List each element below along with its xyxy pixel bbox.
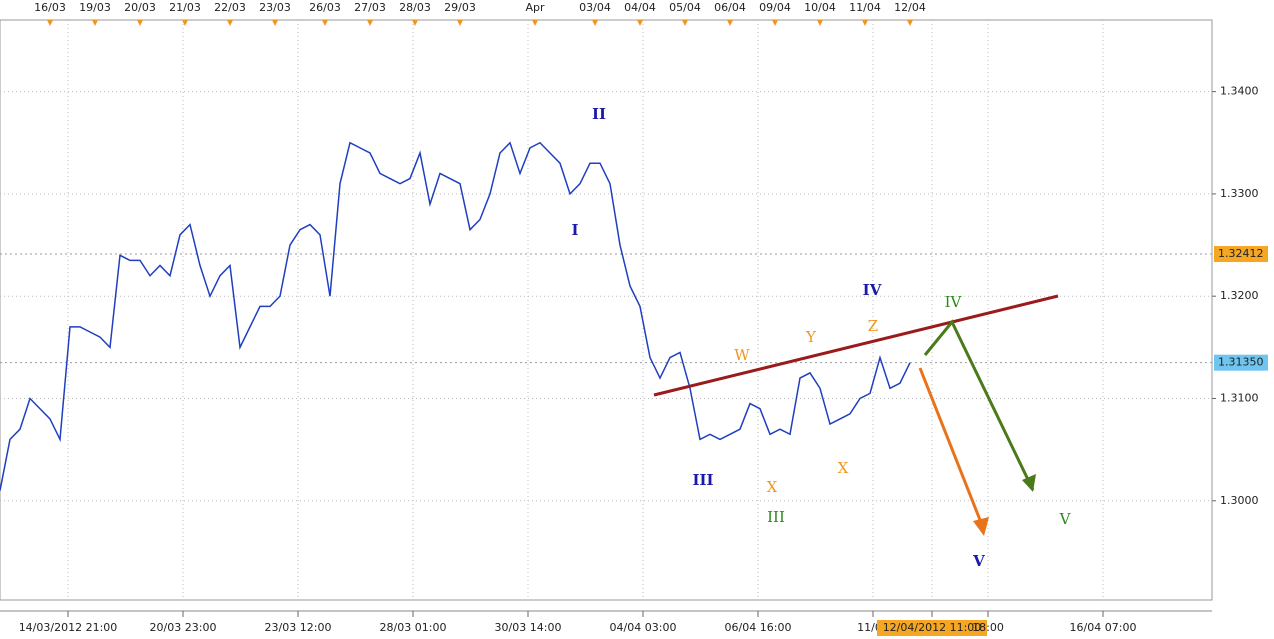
current-time-box xyxy=(877,620,987,636)
x2-tick-label: 05/04 xyxy=(669,1,701,14)
x2-tick-label: 09/04 xyxy=(759,1,791,14)
wave-label: Z xyxy=(868,317,878,335)
x2-tick-marker xyxy=(182,20,188,26)
y-tick-label: 1.3300 xyxy=(1220,187,1259,200)
x2-tick-marker xyxy=(532,20,538,26)
x2-tick-label: 22/03 xyxy=(214,1,246,14)
wave-label: IV xyxy=(863,281,882,299)
x2-tick-label: 04/04 xyxy=(624,1,656,14)
marks xyxy=(0,141,911,491)
green-arrow xyxy=(923,319,1035,491)
plot-area xyxy=(0,19,1213,601)
x2-tick-label: 03/04 xyxy=(579,1,611,14)
x2-tick-label: 20/03 xyxy=(124,1,156,14)
x2-tick-marker xyxy=(592,20,598,26)
wave-label: X xyxy=(767,478,778,496)
x2-tick-marker xyxy=(272,20,278,26)
x-tick-label: 04/04 03:00 xyxy=(610,621,677,634)
x-tick-label: 12/04/2012 11:00 xyxy=(883,621,982,634)
x2-tick-marker xyxy=(457,20,463,26)
wave-label: I xyxy=(571,221,578,239)
price-line xyxy=(0,141,911,491)
wave-label: V xyxy=(1059,510,1072,528)
x2-tick-label: 12/04 xyxy=(894,1,926,14)
y-tick-label: 1.3100 xyxy=(1220,391,1259,404)
wave-label: IV xyxy=(945,293,963,311)
orange-arrow xyxy=(918,367,984,526)
price-marker-label: 1.32412 xyxy=(1218,247,1264,260)
wave-label: II xyxy=(592,105,606,123)
price-marker-label: 1.31350 xyxy=(1218,356,1264,369)
x-tick-label: 06/04 16:00 xyxy=(725,621,792,634)
x2-tick-label: 23/03 xyxy=(259,1,291,14)
orange-arrow-head xyxy=(973,517,989,536)
x-tick-label: 14/03/2012 21:00 xyxy=(19,621,118,634)
wave-label: III xyxy=(692,471,713,489)
x2-tick-marker xyxy=(367,20,373,26)
x-tick-label: 18:00 xyxy=(972,621,1004,634)
wave-label: W xyxy=(734,346,750,364)
x2-tick-label: 27/03 xyxy=(354,1,386,14)
x2-tick-label: 26/03 xyxy=(309,1,341,14)
wave-label: III xyxy=(767,508,785,526)
x-tick-label: 20/03 23:00 xyxy=(150,621,217,634)
x-tick-label: 30/03 14:00 xyxy=(495,621,562,634)
price-marker-box xyxy=(1214,354,1268,371)
x-tick-label: 23/03 12:00 xyxy=(265,621,332,634)
wave-label: V xyxy=(972,552,985,570)
y-tick-label: 1.3200 xyxy=(1220,289,1259,302)
x2-tick-marker xyxy=(727,20,733,26)
x2-tick-marker xyxy=(682,20,688,26)
x2-tick-marker xyxy=(412,20,418,26)
x2-tick-label: 19/03 xyxy=(79,1,111,14)
green-arrow-head xyxy=(1022,474,1036,492)
x2-tick-label: 21/03 xyxy=(169,1,201,14)
x2-tick-marker xyxy=(637,20,643,26)
x2-tick-label: 10/04 xyxy=(804,1,836,14)
x2-tick-marker xyxy=(227,20,233,26)
x2-tick-marker xyxy=(817,20,823,26)
x2-tick-label: 16/03 xyxy=(34,1,66,14)
grid xyxy=(0,20,1212,600)
x2-tick-marker xyxy=(137,20,143,26)
x2-tick-marker xyxy=(772,20,778,26)
x2-tick-label: 28/03 xyxy=(399,1,431,14)
y-tick-label: 1.3400 xyxy=(1220,85,1259,98)
trend-line xyxy=(653,294,1059,397)
x2-tick-marker xyxy=(47,20,53,26)
price-marker-box xyxy=(1214,246,1268,263)
x2-tick-label: Apr xyxy=(525,1,545,14)
x2-tick-marker xyxy=(862,20,868,26)
wave-label: X xyxy=(838,459,849,477)
wave-label: Y xyxy=(805,328,817,346)
y-tick-label: 1.3000 xyxy=(1220,494,1259,507)
x2-tick-label: 11/04 xyxy=(849,1,881,14)
x2-tick-marker xyxy=(92,20,98,26)
x2-tick-label: 29/03 xyxy=(444,1,476,14)
x-tick-label: 28/03 01:00 xyxy=(380,621,447,634)
x2-tick-marker xyxy=(322,20,328,26)
x2-tick-marker xyxy=(907,20,913,26)
x2-tick-label: 06/04 xyxy=(714,1,746,14)
x-tick-label: 16/04 07:00 xyxy=(1070,621,1137,634)
